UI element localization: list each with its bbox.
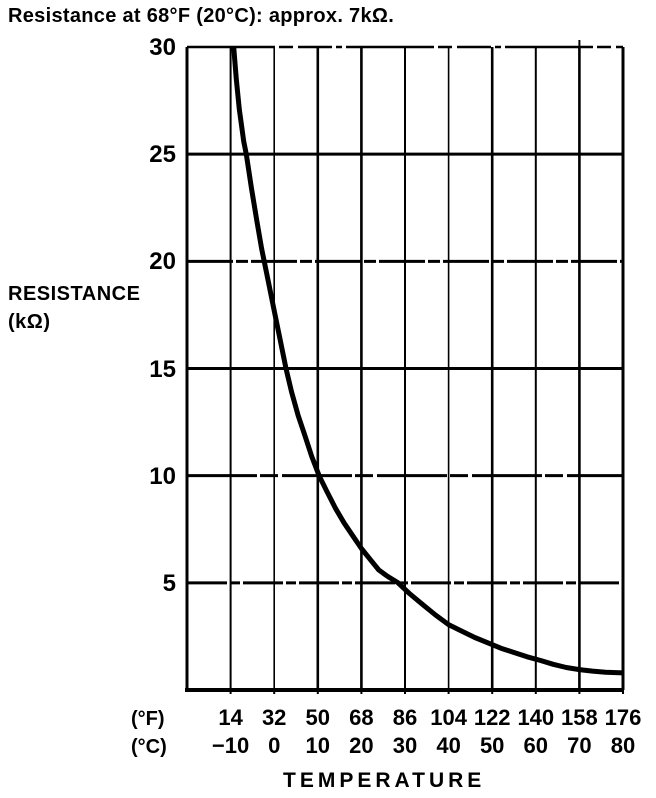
x-tick-label-fahrenheit: 14 <box>218 705 243 730</box>
x-tick-label-fahrenheit: 68 <box>349 705 374 730</box>
x-tick-label-fahrenheit: 86 <box>392 705 418 730</box>
y-tick-label: 30 <box>149 34 176 61</box>
x-tick-label-celsius: 20 <box>349 733 374 758</box>
x-tick-label-fahrenheit: 50 <box>305 705 331 730</box>
y-tick-label: 20 <box>149 248 176 276</box>
y-tick-label: 10 <box>149 462 176 490</box>
horizontal-gridlines <box>187 152 623 585</box>
x-tick-label-celsius: −10 <box>211 733 250 758</box>
y-tick-label: 25 <box>149 141 176 169</box>
x-axis-unit-fahrenheit: (°F) <box>131 708 165 730</box>
plot-border <box>185 45 625 692</box>
x-tick-label-celsius: 0 <box>268 733 281 758</box>
chart-title: Resistance at 68°F (20°C): approx. 7kΩ. <box>8 5 395 27</box>
x-axis-title: TEMPERATURE <box>283 769 486 792</box>
x-tick-label-celsius: 40 <box>436 733 461 758</box>
x-tick-label-fahrenheit: 32 <box>261 705 287 730</box>
x-tick-label-fahrenheit: 158 <box>561 705 598 730</box>
x-tick-label-fahrenheit: 104 <box>430 705 467 730</box>
x-tick-label-fahrenheit: 140 <box>517 705 555 730</box>
x-tick-label-fahrenheit: 176 <box>604 705 642 730</box>
y-axis-unit: (kΩ) <box>8 311 51 333</box>
chart-canvas <box>185 40 625 694</box>
x-tick-label-celsius: 60 <box>523 733 549 758</box>
x-tick-label-celsius: 80 <box>610 733 636 758</box>
y-tick-label: 15 <box>149 355 176 383</box>
resistance-curve <box>231 46 624 676</box>
x-tick-label-celsius: 30 <box>392 733 418 758</box>
x-tick-label-celsius: 70 <box>567 733 592 758</box>
x-axis-unit-celsius: (°C) <box>131 736 167 758</box>
x-tick-label-fahrenheit: 122 <box>473 705 511 730</box>
x-tick-label-celsius: 10 <box>305 733 331 758</box>
y-tick-label: 5 <box>162 569 176 597</box>
y-axis-title: RESISTANCE <box>8 283 141 305</box>
x-tick-label-celsius: 50 <box>479 733 505 758</box>
